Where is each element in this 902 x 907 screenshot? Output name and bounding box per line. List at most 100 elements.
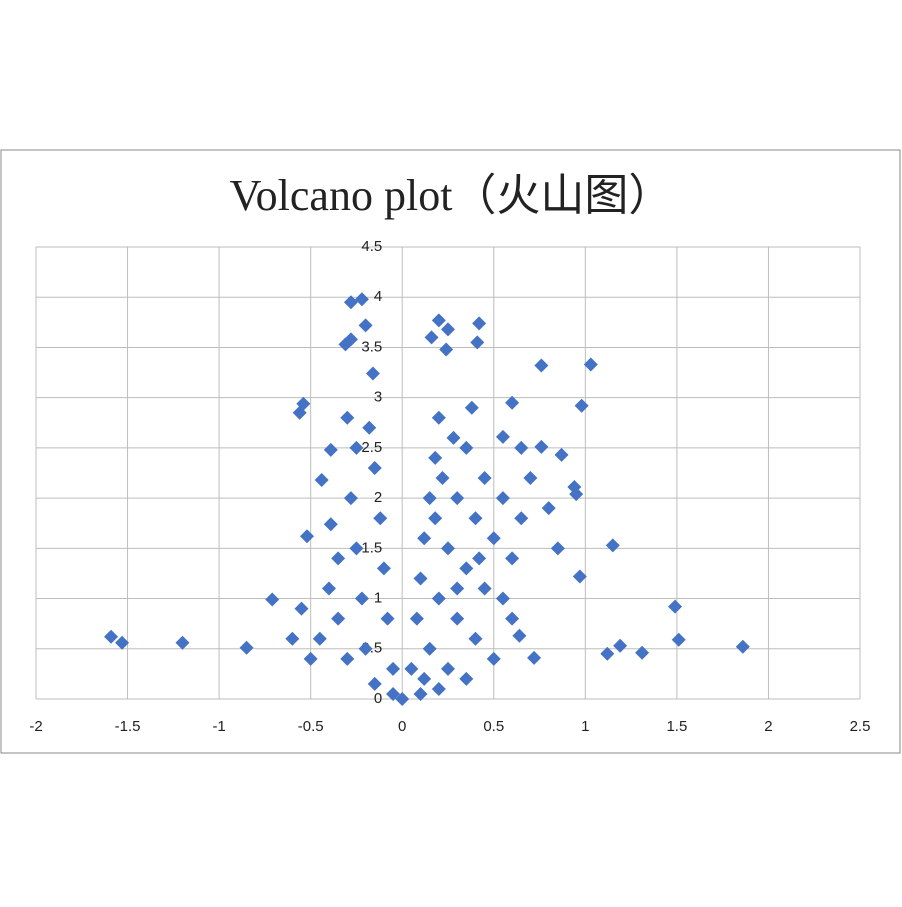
point bbox=[431, 681, 446, 696]
point bbox=[600, 646, 615, 661]
point bbox=[422, 641, 437, 656]
point bbox=[635, 645, 650, 660]
point bbox=[534, 358, 549, 373]
point bbox=[323, 442, 338, 457]
point bbox=[439, 342, 454, 357]
point bbox=[459, 561, 474, 576]
point bbox=[668, 599, 683, 614]
y-tick-label: 3 bbox=[374, 389, 382, 406]
point bbox=[534, 439, 549, 454]
point bbox=[428, 511, 443, 526]
y-tick-label: 4.5 bbox=[361, 238, 382, 255]
point bbox=[380, 611, 395, 626]
point bbox=[343, 332, 358, 347]
point bbox=[386, 686, 401, 701]
point bbox=[365, 366, 380, 381]
y-tick-label: 4 bbox=[374, 288, 382, 305]
point bbox=[441, 322, 455, 337]
point bbox=[569, 487, 584, 502]
point bbox=[527, 650, 542, 665]
point bbox=[541, 501, 556, 516]
point bbox=[583, 357, 598, 372]
point bbox=[417, 531, 432, 546]
point bbox=[285, 631, 300, 646]
chart-frame bbox=[0, 149, 901, 754]
point bbox=[358, 641, 373, 656]
point bbox=[331, 611, 346, 626]
point bbox=[472, 551, 487, 566]
point bbox=[472, 316, 487, 331]
point bbox=[468, 631, 483, 646]
point bbox=[505, 551, 520, 566]
point bbox=[477, 471, 492, 486]
point bbox=[349, 541, 364, 556]
point bbox=[671, 632, 686, 647]
x-tick-label: -0.5 bbox=[298, 718, 324, 735]
point bbox=[459, 671, 474, 686]
point bbox=[431, 313, 446, 328]
x-tick-label: 2 bbox=[764, 718, 772, 735]
point bbox=[303, 651, 318, 666]
point bbox=[300, 529, 315, 544]
x-tick-label: -1.5 bbox=[115, 718, 141, 735]
y-tick-label: 2 bbox=[374, 489, 382, 506]
point bbox=[343, 295, 358, 310]
point bbox=[428, 450, 443, 465]
x-tick-label: 0 bbox=[398, 718, 406, 735]
point bbox=[505, 611, 520, 626]
point bbox=[512, 628, 527, 643]
point bbox=[343, 491, 358, 506]
point bbox=[605, 538, 620, 553]
point bbox=[362, 420, 377, 435]
point bbox=[413, 571, 428, 586]
point bbox=[296, 396, 311, 411]
point bbox=[376, 561, 391, 576]
point bbox=[735, 639, 750, 654]
point bbox=[349, 440, 364, 455]
point bbox=[459, 440, 474, 455]
y-tick-label: 3.5 bbox=[361, 338, 382, 355]
point bbox=[486, 531, 501, 546]
point bbox=[409, 611, 424, 626]
x-tick-label: 0.5 bbox=[483, 718, 504, 735]
y-tick-label: 2.5 bbox=[361, 439, 382, 456]
point bbox=[331, 551, 346, 566]
point bbox=[514, 511, 529, 526]
point bbox=[613, 638, 628, 653]
point bbox=[424, 330, 439, 345]
point bbox=[422, 491, 437, 506]
point bbox=[464, 400, 479, 415]
point bbox=[550, 541, 565, 556]
point bbox=[446, 430, 461, 445]
point bbox=[358, 318, 373, 333]
point bbox=[373, 511, 388, 526]
point bbox=[367, 460, 382, 475]
point bbox=[450, 611, 465, 626]
y-tick-label: 0 bbox=[374, 690, 382, 707]
point bbox=[386, 661, 401, 676]
point bbox=[340, 410, 355, 425]
point bbox=[468, 511, 483, 526]
point bbox=[470, 335, 485, 350]
y-tick-label: 1 bbox=[374, 590, 382, 607]
point bbox=[294, 601, 309, 616]
point bbox=[431, 591, 446, 606]
point bbox=[354, 591, 369, 606]
point bbox=[175, 635, 190, 650]
point bbox=[312, 631, 327, 646]
point bbox=[104, 629, 119, 644]
point bbox=[340, 651, 355, 666]
x-tick-label: 2.5 bbox=[850, 718, 871, 735]
point bbox=[450, 491, 465, 506]
point bbox=[574, 398, 589, 413]
point bbox=[486, 651, 501, 666]
point bbox=[413, 686, 428, 701]
point bbox=[495, 591, 510, 606]
point bbox=[115, 635, 130, 650]
point bbox=[395, 692, 410, 706]
x-tick-label: 1.5 bbox=[666, 718, 687, 735]
point bbox=[572, 569, 587, 584]
point bbox=[367, 676, 382, 691]
point bbox=[441, 661, 455, 676]
